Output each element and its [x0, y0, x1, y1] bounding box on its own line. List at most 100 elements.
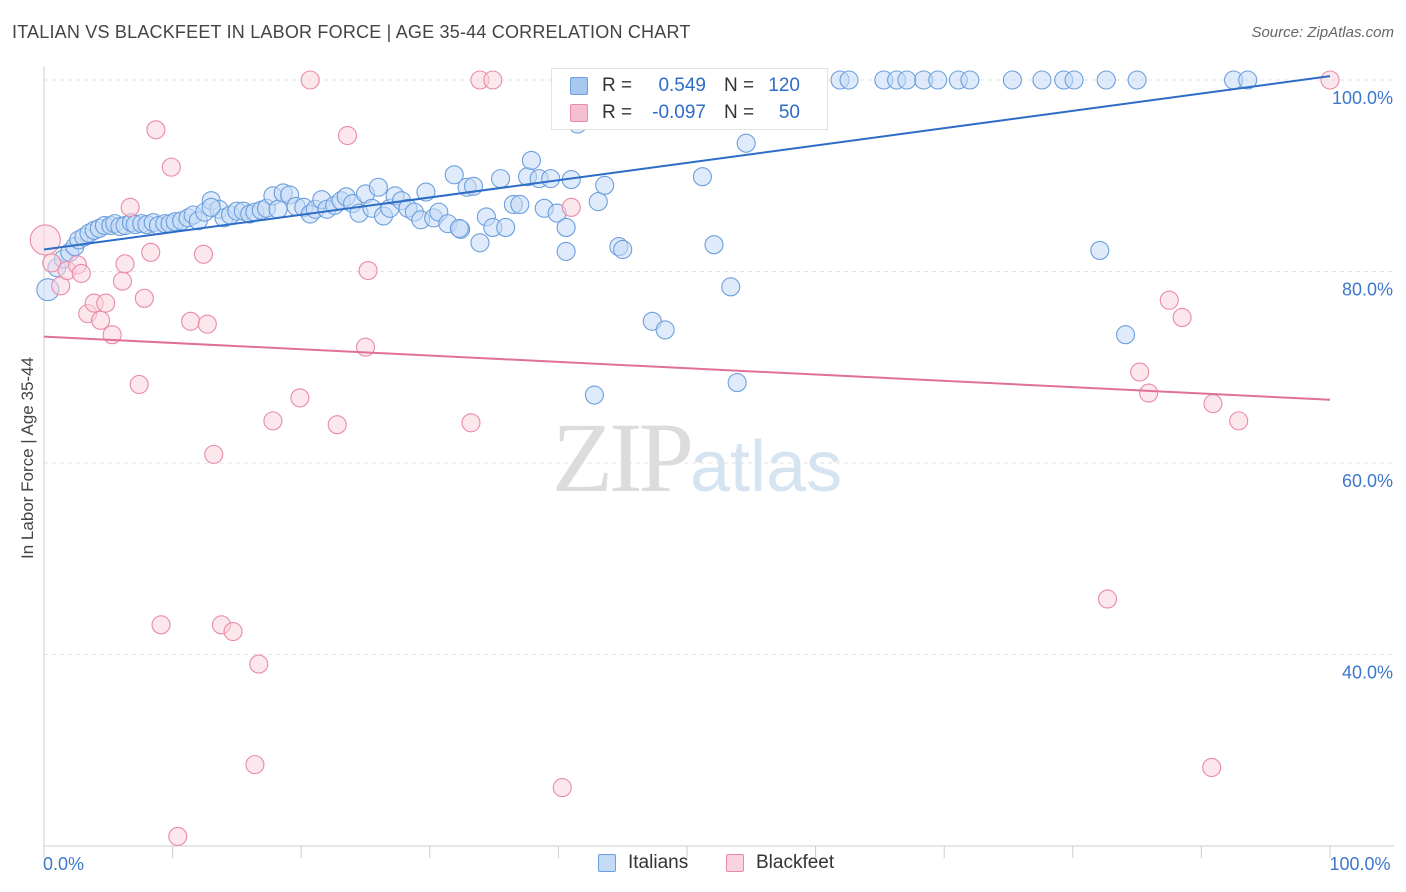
- italians-point: [1127, 70, 1147, 90]
- correlation-stats-box: R = 0.549 N = 120 R = -0.097 N = 50: [551, 68, 828, 130]
- r-label: R =: [602, 75, 633, 96]
- blackfeet-point: [1097, 589, 1118, 609]
- legend-item-blackfeet[interactable]: Blackfeet: [726, 852, 834, 874]
- legend-label: Blackfeet: [756, 852, 835, 873]
- italians-point: [496, 217, 516, 238]
- n-label: N =: [724, 75, 755, 96]
- blackfeet-point: [1139, 383, 1159, 403]
- watermark-atlas: atlas: [690, 427, 843, 507]
- blackfeet-point: [1229, 411, 1249, 431]
- n-label: N =: [724, 102, 755, 123]
- blackfeet-point: [181, 311, 201, 331]
- italians-point: [1002, 70, 1022, 90]
- italians-point: [201, 197, 221, 217]
- italians-legend-swatch: [598, 854, 616, 872]
- r-label: R =: [602, 102, 633, 123]
- y-axis-label: In Labor Force | Age 35-44: [18, 357, 37, 559]
- blackfeet-point: [204, 444, 224, 464]
- x-tick-label: 0.0%: [43, 854, 84, 874]
- blackfeet-point: [1203, 394, 1223, 414]
- italians-point: [692, 167, 712, 187]
- blackfeet-point: [168, 826, 188, 846]
- italians-point: [584, 385, 604, 405]
- y-tick-label: 100.0%: [1332, 88, 1393, 108]
- italians-point: [470, 233, 490, 253]
- blackfeet-point: [263, 411, 283, 431]
- italians-point: [449, 218, 469, 238]
- blackfeet-point: [42, 253, 62, 273]
- blackfeet-point: [134, 288, 154, 308]
- italians-point: [556, 217, 576, 238]
- watermark: ZIPatlas: [552, 400, 842, 515]
- italians-point: [1090, 240, 1110, 260]
- italians-point: [960, 70, 980, 90]
- blackfeet-point: [1202, 757, 1222, 778]
- r-value: 0.549: [658, 75, 706, 96]
- italians-point: [588, 192, 608, 212]
- blackfeet-point: [1172, 307, 1192, 328]
- stats-row-blackfeet: R = -0.097 N = 50: [570, 101, 800, 125]
- italians-point: [1064, 70, 1084, 90]
- italians-point: [368, 177, 388, 197]
- r-value: -0.097: [652, 102, 706, 123]
- italians-point: [655, 320, 675, 340]
- italians-point: [839, 70, 859, 90]
- blackfeet-point: [1159, 290, 1179, 310]
- italians-point: [897, 70, 917, 90]
- blackfeet-point: [1130, 362, 1150, 382]
- italians-point: [704, 235, 724, 255]
- source-note: Source: ZipAtlas.com: [1251, 24, 1394, 41]
- n-value: 50: [778, 102, 800, 123]
- blackfeet-point: [91, 310, 111, 330]
- italians-point: [556, 241, 576, 261]
- blackfeet-point: [120, 197, 140, 217]
- y-tick-label: 40.0%: [1342, 663, 1393, 683]
- blackfeet-point: [193, 244, 214, 264]
- italians-point: [727, 373, 747, 393]
- italians-point: [510, 194, 530, 215]
- italians-trend-line: [43, 75, 1331, 251]
- blackfeet-point: [146, 120, 166, 140]
- blackfeet-point: [461, 413, 481, 433]
- italians-point: [1032, 70, 1052, 90]
- italians-point: [1115, 325, 1136, 345]
- blackfeet-point: [197, 314, 217, 334]
- italians-point: [521, 150, 541, 170]
- blackfeet-point: [561, 197, 581, 217]
- italians-swatch: [570, 77, 588, 95]
- italians-point: [721, 277, 741, 297]
- y-tick-label: 80.0%: [1342, 280, 1393, 300]
- n-value: 120: [768, 75, 800, 96]
- chart-title: ITALIAN VS BLACKFEET IN LABOR FORCE | AG…: [12, 22, 691, 42]
- italians-point: [268, 199, 288, 219]
- blackfeet-point: [358, 260, 378, 281]
- stats-row-italians: R = 0.549 N = 120: [570, 74, 800, 98]
- italians-point: [595, 175, 615, 195]
- blackfeet-point: [483, 70, 503, 90]
- blackfeet-trend-line: [43, 335, 1331, 401]
- blackfeet-point: [151, 615, 171, 635]
- y-tick-label: 60.0%: [1342, 471, 1393, 491]
- blackfeet-point: [71, 263, 91, 283]
- blackfeet-point: [245, 755, 265, 775]
- italians-point: [928, 70, 948, 90]
- blackfeet-point: [300, 70, 320, 90]
- blackfeet-point: [112, 271, 132, 291]
- blackfeet-point: [1320, 70, 1340, 90]
- italians-point: [1096, 70, 1116, 90]
- italians-point: [1238, 70, 1258, 90]
- italians-point: [490, 169, 511, 189]
- italians-point: [613, 239, 633, 260]
- blackfeet-point: [129, 374, 149, 395]
- blackfeet-point: [29, 224, 61, 256]
- blackfeet-point: [141, 242, 161, 262]
- blackfeet-point: [161, 157, 181, 177]
- legend-label: Italians: [628, 852, 689, 873]
- blackfeet-point: [327, 415, 347, 435]
- legend-item-italians[interactable]: Italians: [598, 852, 688, 874]
- italians-point: [444, 165, 464, 185]
- blackfeet-swatch: [570, 104, 588, 122]
- blackfeet-point: [249, 654, 269, 674]
- blackfeet-point: [223, 621, 243, 642]
